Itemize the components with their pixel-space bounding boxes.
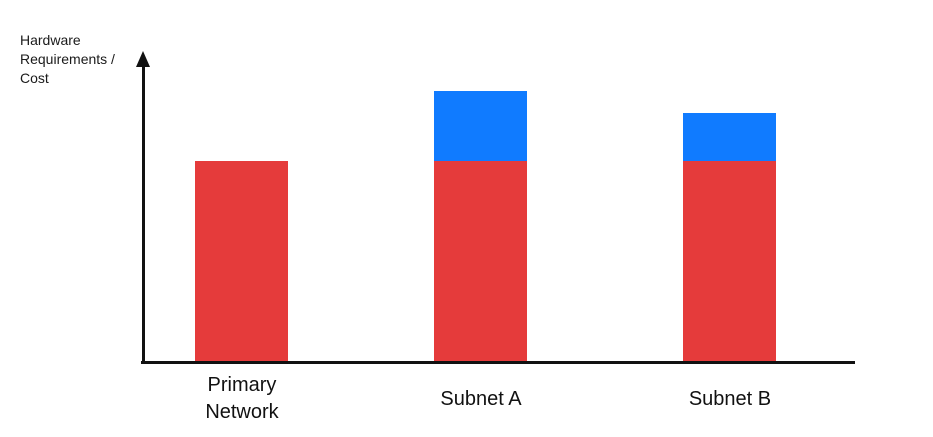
y-axis-arrow-icon xyxy=(136,51,150,67)
bar-primary-network xyxy=(195,161,288,361)
bar-segment-red-base xyxy=(683,161,776,361)
bar-segment-red-base xyxy=(195,161,288,361)
x-tick-label-subnet-b: Subnet B xyxy=(688,388,772,410)
bar-segment-red-base xyxy=(434,161,527,361)
y-axis-line xyxy=(142,62,145,362)
bar-segment-blue-additional xyxy=(683,113,776,161)
y-axis-title: Hardware Requirements / Cost xyxy=(20,32,115,86)
x-axis-line xyxy=(141,361,855,364)
x-tick-label-primary-network: Primary Network xyxy=(205,374,279,423)
bar-subnet-a xyxy=(434,91,527,361)
x-tick-label-subnet-a: Subnet A xyxy=(440,388,522,410)
bar-subnet-b xyxy=(683,113,776,361)
bar-segment-blue-additional xyxy=(434,91,527,161)
